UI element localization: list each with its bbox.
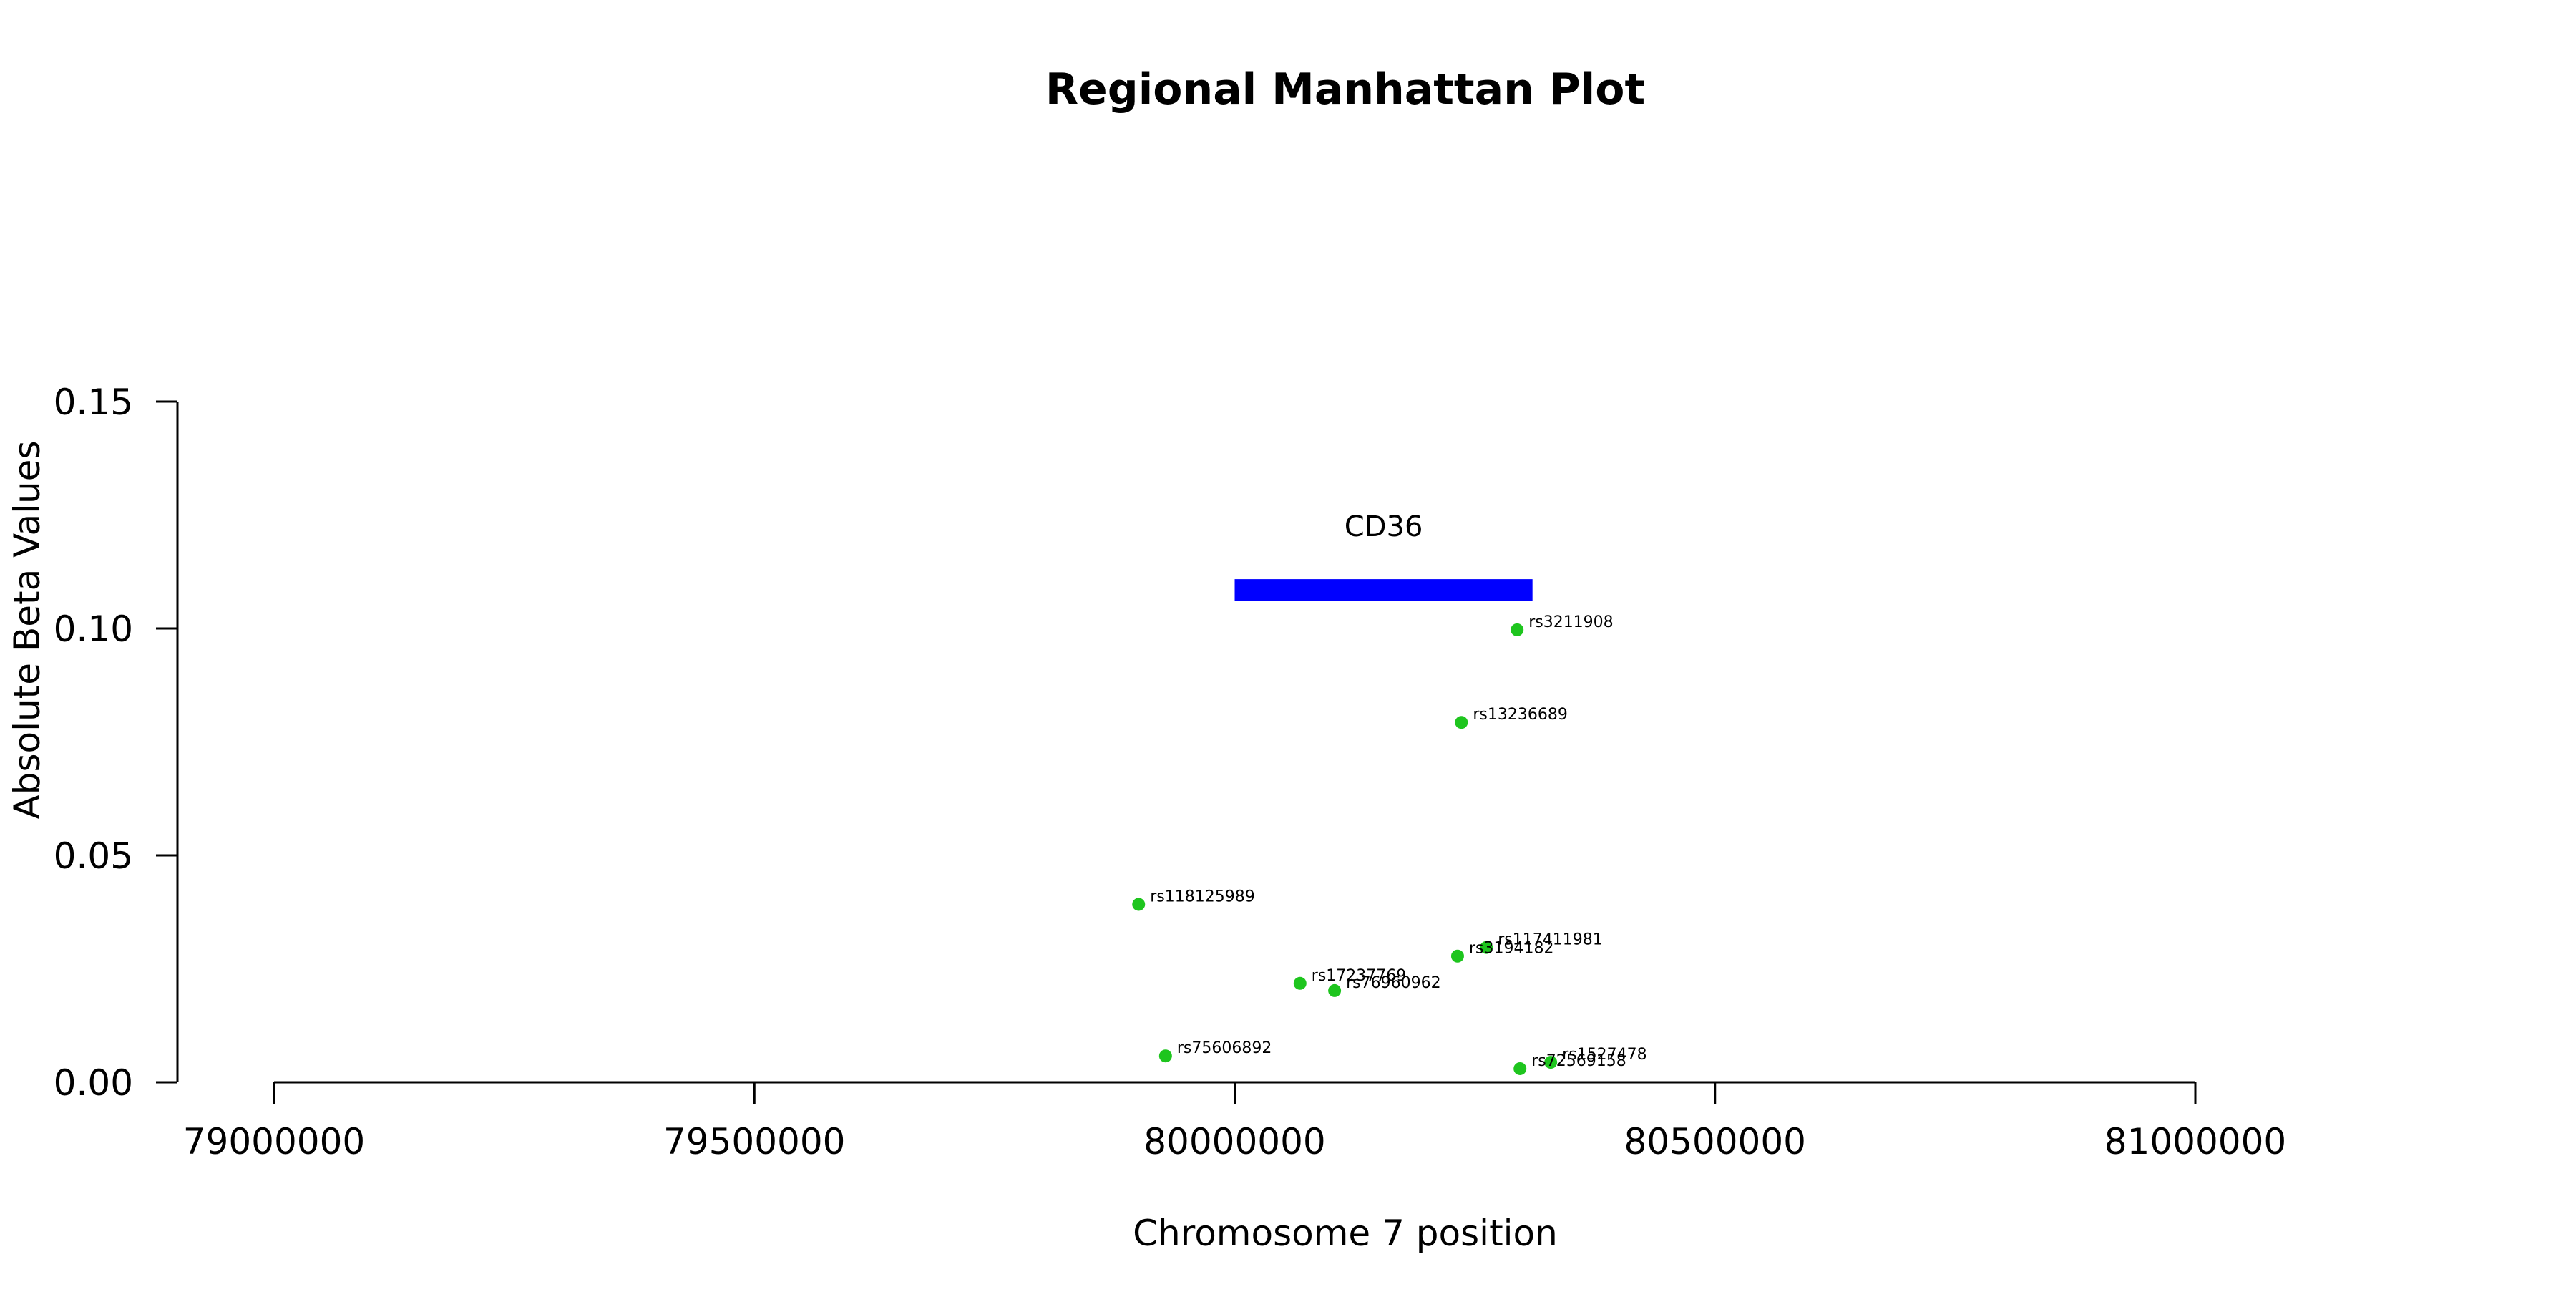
y-tick-label: 0.05 [54,835,133,877]
axes: 79000000 79500000 80000000 80500000 81000000… [54,382,2287,1162]
gene-bar-cd36 [1234,579,1533,601]
snp-point [1513,1062,1527,1075]
snp-point [1293,976,1307,990]
data-points: rs3211908 rs13236689 rs118125989 rs11741198… [1132,613,1647,1075]
snp-label: rs13236689 [1473,706,1567,724]
x-axis-title: Chromosome 7 position [1133,1213,1558,1254]
x-tick-label: 79000000 [183,1121,366,1162]
x-tick-label: 79500000 [663,1121,846,1162]
snp-point [1328,983,1342,997]
snp-label: rs3211908 [1528,613,1614,631]
snp-label: rs117411981 [1498,931,1602,949]
y-axis-title: Absolute Beta Values [6,441,48,820]
snp-point [1132,898,1146,911]
snp-point [1158,1049,1172,1063]
snp-label: rs72569158 [1531,1052,1626,1070]
snp-label: rs3194182 [1469,940,1554,958]
snp-point [1455,716,1468,729]
y-tick-label: 0.10 [54,608,133,650]
chart-title: Regional Manhattan Plot [1045,64,1645,115]
x-tick-label: 81000000 [2104,1121,2287,1162]
snp-label: rs76960962 [1346,974,1440,992]
gene-label: CD36 [1345,510,1423,543]
snp-label: rs118125989 [1150,888,1254,905]
snp-point [1544,1056,1558,1069]
y-tick-label: 0.00 [54,1062,133,1104]
snp-label: rs75606892 [1177,1039,1272,1057]
y-tick-label: 0.15 [54,382,133,423]
snp-point [1511,623,1524,636]
snp-point [1480,941,1493,954]
snp-label: rs1527478 [1562,1046,1647,1064]
x-tick-label: 80500000 [1624,1121,1807,1162]
snp-point [1450,949,1464,963]
gene-track: CD36 [1234,510,1533,601]
x-tick-label: 80000000 [1143,1121,1326,1162]
snp-label: rs17237769 [1312,967,1406,985]
